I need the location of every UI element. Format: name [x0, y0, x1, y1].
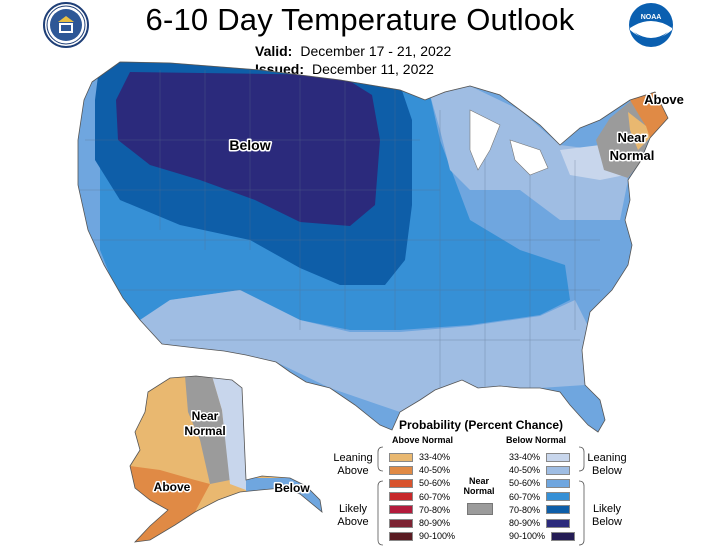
commerce-seal-logo	[43, 2, 89, 48]
legend-below-row-6: 80-90%	[509, 518, 571, 528]
label-ak-near-2: Normal	[184, 424, 225, 438]
great-lakes	[469, 109, 501, 171]
label-above-ne: Above	[644, 92, 684, 107]
region-leaning-below-ak	[212, 376, 246, 490]
valid-value: December 17 - 21, 2022	[300, 43, 452, 59]
valid-label: Valid:	[255, 43, 293, 59]
legend-swatch	[551, 531, 576, 541]
valid-dates: Valid: December 17 - 21, 2022	[255, 43, 451, 59]
page-title: 6-10 Day Temperature Outlook	[145, 2, 575, 37]
legend-above-row-7: 90-100%	[389, 531, 455, 541]
legend-swatch	[389, 452, 413, 462]
legend-range-label: 40-50%	[509, 465, 541, 476]
legend-below-row-2: 40-50%	[509, 465, 571, 476]
legend-swatch	[546, 492, 571, 502]
legend-title: Probability (Percent Chance)	[399, 418, 564, 432]
legend-range-label: 33-40%	[509, 452, 541, 462]
legend-range-label: 33-40%	[419, 452, 451, 462]
label-near-ne-1: Near	[618, 130, 647, 145]
legend-swatch	[546, 518, 571, 528]
legend-range-label: 60-70%	[509, 491, 541, 502]
legend-below-header: Below Normal	[506, 435, 567, 445]
legend-range-label: 80-90%	[419, 518, 451, 528]
legend-below-row-1: 33-40%	[509, 452, 571, 462]
legend-range-label: 40-50%	[419, 465, 451, 476]
legend-swatch	[546, 478, 571, 488]
noaa-text: NOAA	[641, 14, 662, 21]
alaska-outline	[129, 375, 323, 543]
region-33-40-above-ne	[628, 112, 650, 150]
legend-below-row-4: 60-70%	[509, 491, 571, 502]
label-ak-above: Above	[154, 480, 191, 494]
legend-range-label: 70-80%	[509, 504, 541, 515]
legend-below-row-5: 70-80%	[509, 504, 571, 515]
legend-swatch	[546, 465, 571, 475]
legend-range-label: 90-100%	[509, 531, 546, 542]
legend-range-label: 80-90%	[509, 518, 541, 528]
conus-outline	[77, 61, 669, 433]
region-near-normal-ak	[185, 376, 230, 484]
legend-above-header: Above Normal	[392, 435, 454, 445]
region-40-50-below-south	[140, 290, 590, 412]
legend-swatch	[389, 518, 413, 528]
issued-date: Issued: December 11, 2022	[255, 61, 434, 77]
legend-above-row-6: 80-90%	[389, 518, 450, 528]
label-ak-near-1: Near	[192, 409, 219, 423]
legend-swatch	[389, 505, 413, 515]
region-80-90-below	[116, 72, 380, 226]
legend-range-label: 50-60%	[509, 478, 541, 489]
legend-above-row-1: 33-40%	[389, 452, 450, 462]
legend-range-label: 90-100%	[419, 531, 456, 542]
legend-range-label: 60-70%	[419, 491, 451, 502]
legend-above-row-5: 70-80%	[389, 505, 450, 515]
issued-value: December 11, 2022	[312, 61, 434, 77]
label-below-main: Below	[229, 137, 270, 153]
legend-below-row-3: 50-60%	[509, 478, 571, 489]
legend-leaning-below: Leaning Below	[587, 452, 627, 477]
legend-likely-above: Likely Above	[337, 503, 369, 528]
label-near-ne-2: Normal	[610, 148, 655, 163]
label-ak-below: Below	[274, 481, 310, 495]
legend-range-label: 50-60%	[419, 478, 451, 489]
legend-swatch	[389, 492, 413, 502]
legend-above-row-4: 60-70%	[389, 492, 450, 502]
legend-likely-below: Likely Below	[592, 503, 622, 528]
legend-range-label: 70-80%	[419, 504, 451, 515]
legend-above-row-2: 40-50%	[389, 465, 450, 475]
legend-above-row-3: 50-60%	[389, 478, 450, 488]
region-40-50-above-maine	[630, 92, 668, 138]
legend-swatch	[546, 505, 571, 515]
legend-swatch	[546, 452, 571, 462]
legend-swatch	[389, 531, 413, 541]
legend-near-normal-swatch	[467, 503, 493, 515]
legend-leaning-above: Leaning Above	[333, 452, 373, 477]
legend-swatch	[389, 465, 413, 475]
noaa-logo: NOAA	[629, 3, 673, 47]
legend-swatch	[389, 478, 413, 488]
legend-near-normal: Near Normal	[463, 476, 495, 496]
legend-below-row-7: 90-100%	[509, 531, 576, 542]
